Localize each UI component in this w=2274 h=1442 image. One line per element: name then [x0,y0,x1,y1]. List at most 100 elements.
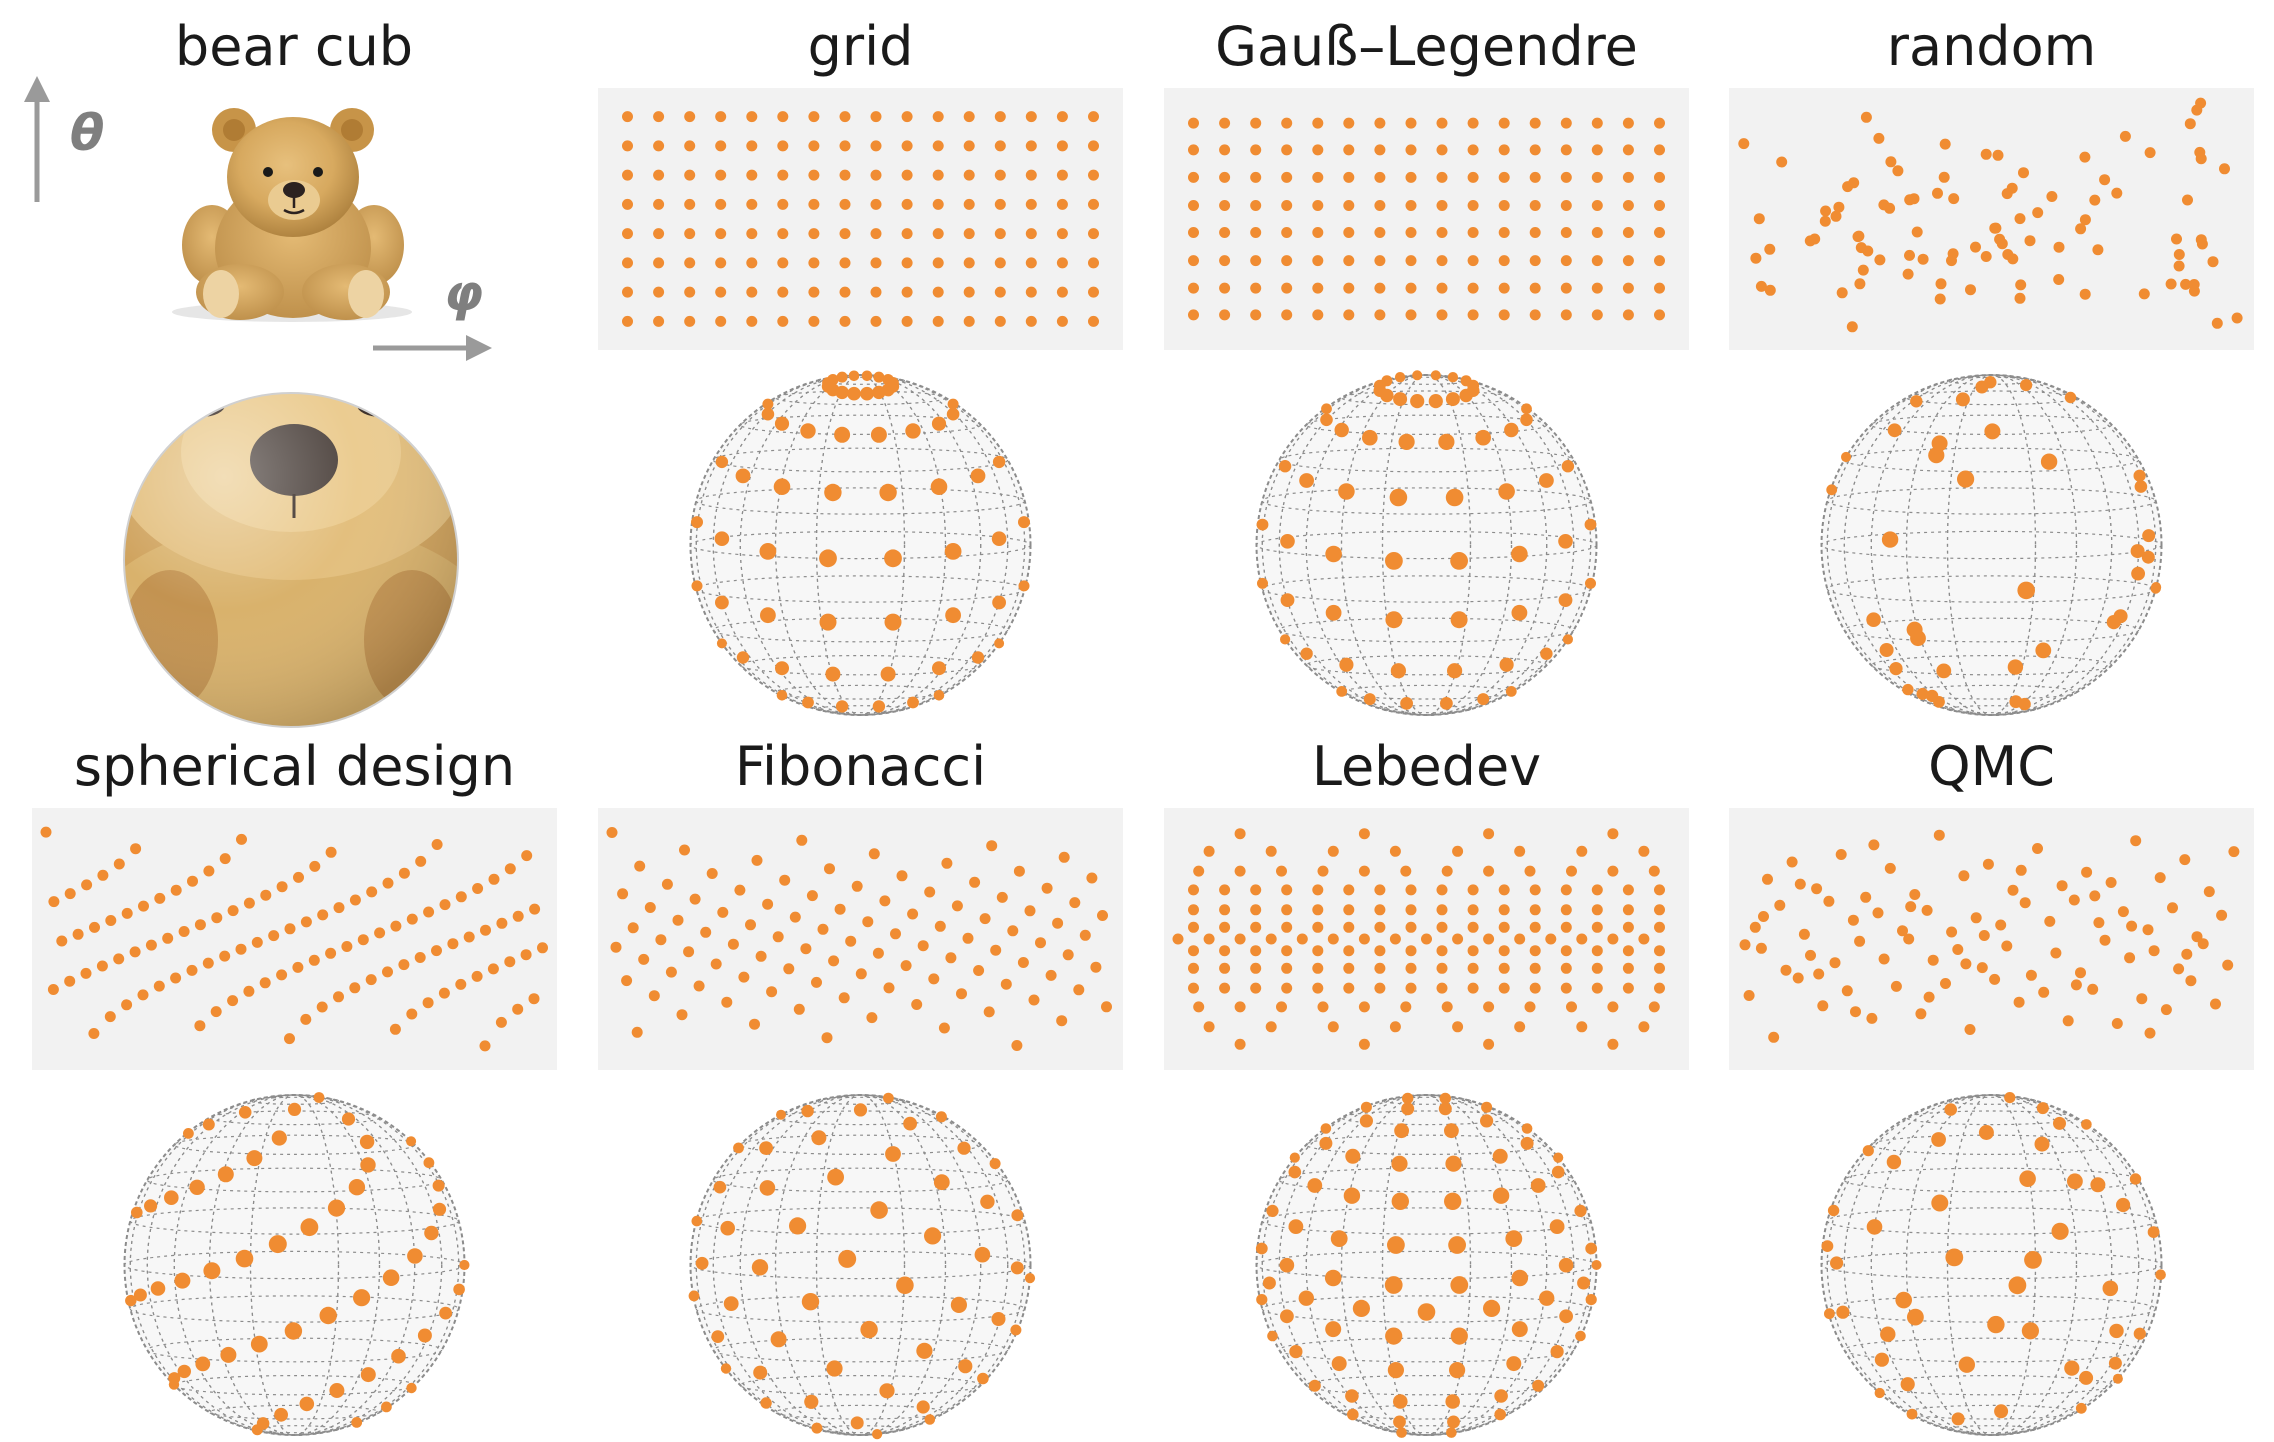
sample-point [979,913,991,925]
sample-point [1622,945,1634,957]
sample-point [1560,227,1572,238]
sample-point [1854,935,1866,947]
sphere-point [1256,518,1269,531]
sample-point [1405,945,1417,957]
sphere-point [1347,1408,1359,1421]
sphere-point [880,666,896,682]
sample-point [1622,255,1634,267]
sphere-point [804,1394,819,1409]
sample-point [1436,282,1448,294]
sphere-point [1585,1294,1597,1306]
sample-point [2105,877,2117,888]
sphere-point [2021,1322,2039,1340]
sample-point [64,975,76,987]
sphere-point [381,1401,392,1413]
sample-point [496,917,508,929]
teddy-bear-sphere [123,392,459,728]
sphere-point [1450,552,1468,570]
sphere-point [811,1130,827,1146]
sample-point [901,257,913,269]
sphere-point [1936,663,1952,679]
sample-point [1976,962,1988,974]
sample-point [1343,200,1355,211]
sample-point [1980,148,1992,160]
sample-point [1560,945,1572,957]
sphere-point [1505,686,1517,697]
sample-point [390,920,402,932]
sphere-point [905,423,921,439]
sphere-point [407,1248,423,1264]
sample-point [1436,171,1448,183]
sphere-point [1363,693,1376,706]
sample-point [684,286,696,298]
sample-point [817,923,829,935]
sample-point [610,941,622,953]
sample-point [938,1022,950,1034]
sample-point [1097,910,1108,921]
sphere-point [217,1166,234,1183]
sample-point [1405,884,1417,896]
sample-point [1529,962,1541,974]
sphere-point [1539,1290,1555,1306]
sample-point [1794,878,1806,890]
sphere-point [1385,611,1403,629]
sample-point [1317,865,1329,877]
sample-point [2210,998,2221,1010]
sphere-point [1504,422,1519,438]
sample-point [1374,921,1386,933]
longitude-line [1843,1094,2140,1436]
sample-point [1203,845,1215,857]
sample-point [455,891,467,903]
sample-point [138,900,149,912]
theta-arrow-icon [24,76,50,202]
sphere-point [1444,1123,1459,1139]
sphere-point [2129,1173,2142,1185]
sample-point [1560,921,1572,933]
sample-point [1436,255,1448,267]
sample-point [170,972,182,984]
sphere-body [690,375,1031,715]
sample-point [40,826,52,838]
sphere-point [1331,1356,1347,1372]
sample-point [1654,171,1665,183]
sample-point [1056,198,1068,210]
sample-point [839,111,851,123]
sphere-point [879,1383,895,1399]
sample-point [622,111,633,123]
sphere-point [688,1290,700,1302]
sample-point [504,956,516,968]
sample-point [1374,117,1386,129]
sphere-point [453,1283,465,1296]
sample-point [1483,1001,1495,1013]
sample-point [631,1026,643,1038]
sphere-point [300,1218,319,1237]
sample-point [1529,144,1541,156]
sample-point [1654,309,1665,321]
sphere-point [736,651,750,664]
sphere-point [1957,470,1975,488]
sample-point [990,944,1002,956]
sample-point [2046,191,2058,202]
sphere-point [1280,634,1291,645]
sample-point [406,1008,418,1020]
sample-point [2117,906,2129,918]
sample-point [1939,138,1951,150]
sphere-point [1430,370,1441,381]
sample-point [1436,200,1448,211]
sample-point [811,976,822,988]
sample-point [1467,282,1479,294]
sample-point [1498,921,1510,933]
sample-point [1374,309,1386,321]
sample-point [1483,828,1495,840]
sample-point [236,833,247,845]
sphere-point [1390,663,1406,679]
sample-point [2181,948,2193,960]
sphere-point [439,1306,452,1320]
sample-point [684,198,696,210]
sample-point [932,228,944,240]
sphere-point [974,1246,991,1263]
sample-point [1312,255,1324,267]
sample-point [1281,884,1293,896]
sample-point [653,315,665,327]
sphere-point [1334,422,1349,438]
